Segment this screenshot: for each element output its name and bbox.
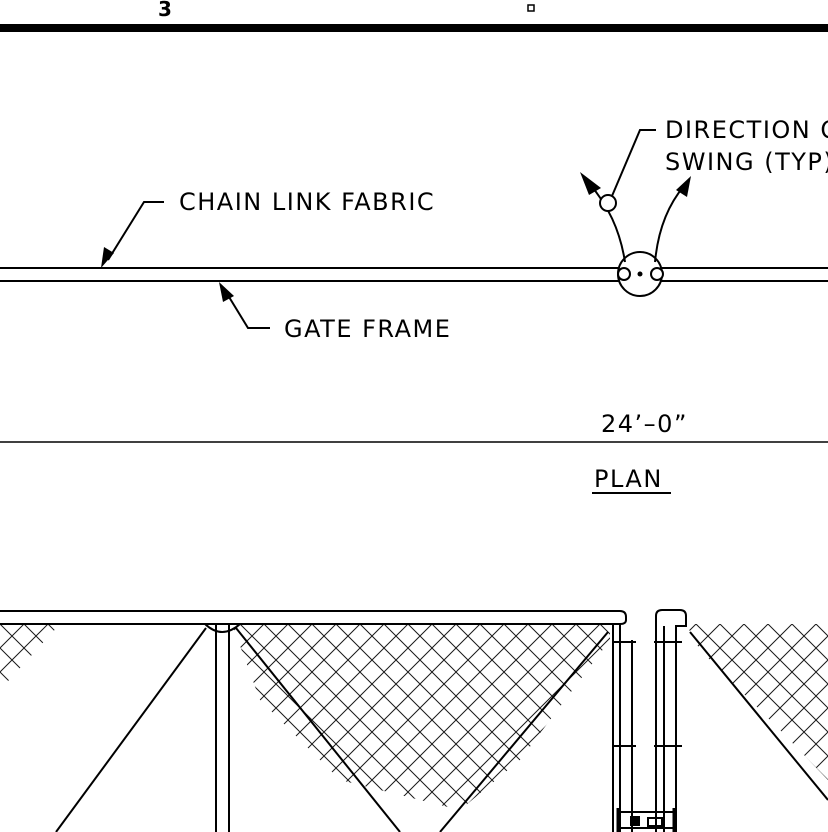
gate-frame-label: GATE FRAME <box>284 315 451 343</box>
fabric-leader-arrow <box>101 247 114 268</box>
fabric-mesh-right <box>686 624 828 780</box>
gate-top-rail <box>0 610 627 625</box>
chain-link-fabric-label: CHAIN LINK FABRIC <box>179 188 435 216</box>
brace-right <box>689 631 828 801</box>
brace-left <box>55 627 207 832</box>
swing-arrowhead-right <box>676 176 691 197</box>
hinge-right <box>650 267 664 281</box>
gate-frame-leader-line <box>225 291 270 329</box>
marker-square <box>527 4 535 12</box>
sheet-number: 3 <box>158 0 172 21</box>
latch-hardware <box>616 808 677 832</box>
right-gate-post <box>655 609 687 832</box>
dimension-text: 24’–0” <box>601 410 688 438</box>
swing-arc-left <box>587 181 626 263</box>
plan-view: DIRECTION O SWING (TYP) CHAIN LINK FABRI… <box>0 116 828 494</box>
title-strip: 3 <box>0 0 828 32</box>
direction-leader-line <box>611 129 656 197</box>
brace-center-left <box>235 627 401 832</box>
title-border-line <box>0 24 828 32</box>
direction-label-line1: DIRECTION O <box>665 116 828 144</box>
plan-title: PLAN <box>594 465 663 493</box>
direction-leader-bubble <box>599 194 617 212</box>
elevation-view <box>0 609 828 832</box>
brace-center-right <box>439 631 609 832</box>
hinge-left <box>617 267 631 281</box>
swing-arc-right <box>654 185 685 263</box>
fabric-mesh-left <box>0 624 60 690</box>
gate-post-center <box>637 271 643 277</box>
center-post-fitting <box>204 623 241 633</box>
swing-arrowhead-left <box>580 172 601 195</box>
fabric-mesh-center <box>232 624 610 810</box>
fabric-leader-line <box>107 201 164 261</box>
direction-label-line2: SWING (TYP) <box>665 148 828 176</box>
gate-frame-leader-arrow <box>219 282 234 302</box>
